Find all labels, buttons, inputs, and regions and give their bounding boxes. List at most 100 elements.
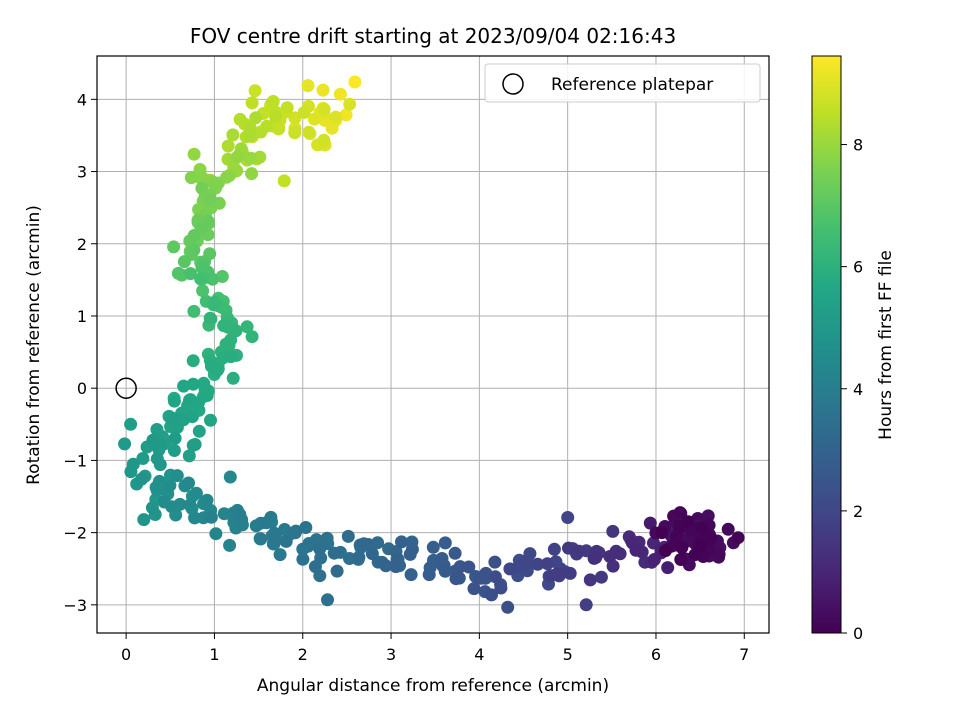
scatter-point bbox=[701, 509, 715, 523]
scatter-point bbox=[540, 557, 554, 571]
colorbar-tick-label: 8 bbox=[853, 136, 863, 155]
y-tick-label: −2 bbox=[63, 524, 87, 543]
scatter-point bbox=[226, 128, 240, 142]
scatter-point bbox=[643, 516, 657, 530]
scatter-point bbox=[317, 133, 331, 147]
scatter-point bbox=[171, 266, 185, 280]
x-tick-label: 5 bbox=[563, 645, 573, 664]
scatter-point bbox=[365, 547, 379, 561]
scatter-point bbox=[169, 508, 183, 522]
scatter-point bbox=[467, 582, 481, 596]
scatter-point bbox=[488, 555, 502, 569]
scatter-point bbox=[518, 558, 532, 571]
scatter-point bbox=[149, 480, 163, 494]
scatter-point bbox=[448, 546, 462, 560]
scatter-point bbox=[194, 272, 208, 286]
y-tick-label: 2 bbox=[77, 235, 87, 254]
scatter-point bbox=[316, 83, 330, 97]
scatter-point bbox=[200, 389, 214, 402]
scatter-point bbox=[192, 424, 206, 438]
scatter-point bbox=[675, 541, 689, 554]
scatter-point bbox=[694, 521, 708, 535]
scatter-point bbox=[219, 337, 233, 351]
scatter-point bbox=[231, 150, 244, 164]
colorbar-tick-label: 0 bbox=[853, 624, 863, 643]
scatter-point bbox=[278, 523, 292, 536]
scatter-point bbox=[204, 510, 218, 524]
scatter-point bbox=[329, 110, 343, 124]
scatter-point bbox=[531, 557, 545, 571]
scatter-point bbox=[243, 129, 257, 142]
scatter-point bbox=[136, 452, 150, 465]
x-tick-label: 3 bbox=[386, 645, 396, 664]
scatter-point bbox=[203, 311, 217, 325]
scatter-point bbox=[395, 535, 408, 549]
legend-marker-circle bbox=[502, 73, 524, 95]
scatter-point bbox=[273, 548, 287, 562]
x-tick-label: 1 bbox=[209, 645, 219, 664]
colorbar-tick-label: 6 bbox=[853, 258, 863, 277]
scatter-point bbox=[183, 498, 197, 512]
scatter-point bbox=[308, 560, 322, 574]
scatter-point bbox=[145, 501, 159, 515]
scatter-point bbox=[348, 75, 362, 89]
scatter-point bbox=[561, 511, 575, 524]
scatter-point bbox=[587, 551, 601, 565]
scatter-point bbox=[438, 564, 452, 578]
scatter-point bbox=[184, 393, 197, 407]
scatter-point bbox=[462, 560, 476, 574]
scatter-point bbox=[603, 550, 617, 563]
scatter-point bbox=[266, 95, 280, 108]
scatter-point bbox=[223, 470, 237, 484]
colorbar: 0 2 4 6 8 Hours from first FF file bbox=[811, 55, 896, 643]
scatter-point bbox=[547, 542, 561, 556]
legend: Reference platepar bbox=[484, 63, 761, 103]
scatter-point bbox=[203, 193, 217, 207]
scatter-point bbox=[594, 570, 608, 584]
y-tick-label: 4 bbox=[77, 90, 87, 109]
scatter-point bbox=[150, 423, 164, 436]
scatter-point bbox=[135, 472, 149, 486]
scatter-point bbox=[269, 110, 283, 124]
y-tick-label: 3 bbox=[77, 163, 87, 182]
scatter-point bbox=[562, 541, 575, 555]
scatter-point bbox=[233, 112, 247, 126]
scatter-point bbox=[330, 564, 344, 578]
scatter-point bbox=[280, 101, 294, 115]
scatter-point bbox=[187, 304, 201, 318]
scatter-point bbox=[550, 567, 564, 581]
scatter-point bbox=[296, 552, 310, 566]
x-tick-label: 2 bbox=[298, 645, 308, 664]
scatter-point bbox=[681, 515, 695, 529]
scatter-point bbox=[197, 376, 211, 390]
scatter-point bbox=[712, 547, 726, 561]
scatter-point bbox=[327, 546, 341, 560]
scatter-point bbox=[673, 506, 687, 520]
scatter-point bbox=[379, 559, 393, 573]
scatter-point bbox=[187, 229, 201, 242]
x-axis-label: Angular distance from reference (arcmin) bbox=[257, 676, 609, 696]
scatter-point bbox=[168, 431, 182, 445]
x-tick-label: 0 bbox=[121, 645, 131, 664]
scatter-point bbox=[288, 126, 302, 140]
scatter-point bbox=[249, 111, 263, 125]
scatter-point bbox=[163, 478, 177, 492]
scatter-point bbox=[494, 581, 508, 595]
scatter-point bbox=[244, 151, 258, 165]
scatter-point bbox=[403, 547, 417, 561]
scatter-point bbox=[426, 540, 440, 554]
scatter-point bbox=[341, 529, 355, 543]
scatter-point bbox=[579, 598, 593, 612]
scatter-point bbox=[269, 530, 283, 544]
scatter-point bbox=[572, 544, 586, 558]
scatter-point bbox=[208, 295, 222, 309]
scatter-point bbox=[137, 513, 151, 527]
scatter-point bbox=[721, 522, 735, 536]
scatter-point bbox=[606, 524, 620, 538]
scatter-point bbox=[153, 458, 167, 472]
scatter-point bbox=[167, 394, 181, 408]
scatter-point bbox=[333, 87, 347, 101]
scatter-point bbox=[166, 411, 180, 425]
scatter-point bbox=[259, 516, 273, 530]
